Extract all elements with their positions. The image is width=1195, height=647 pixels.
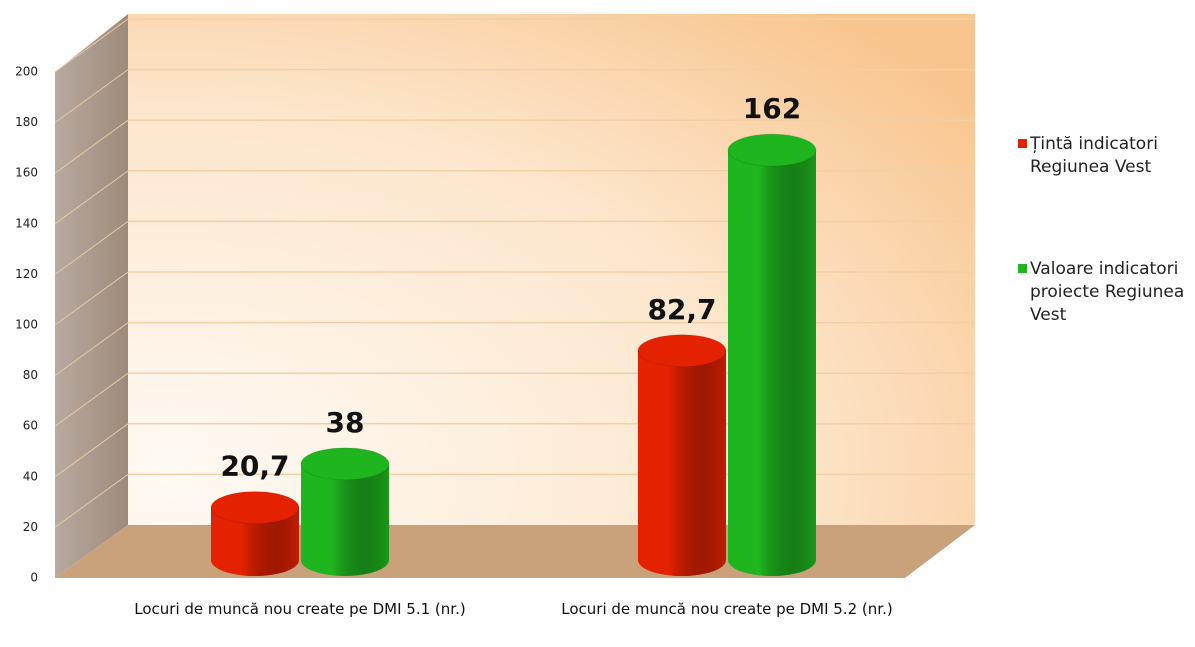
- grid-line: [54, 69, 129, 124]
- legend-swatch: [1018, 264, 1027, 273]
- bar-shade: [301, 463, 389, 576]
- legend-swatch: [1018, 139, 1027, 148]
- grid-line: [54, 473, 129, 528]
- bar-shade: [638, 350, 726, 576]
- data-label: 20,7: [220, 450, 289, 483]
- legend-entry: Țintă indicatori Regiunea Vest: [1018, 133, 1190, 179]
- y-tick-label: 180: [15, 115, 38, 129]
- grid-line: [54, 271, 129, 326]
- side-wall: [55, 14, 128, 578]
- bar-top: [637, 334, 727, 368]
- y-tick-label: 20: [23, 520, 38, 534]
- y-tick-label: 140: [15, 216, 38, 230]
- floor: [55, 525, 975, 578]
- bar-shade: [728, 150, 816, 576]
- y-tick-label: 40: [23, 469, 38, 483]
- y-tick-label: 200: [15, 65, 38, 79]
- data-label: 162: [743, 92, 801, 125]
- legend-entry: Valoare indicatori proiecte Regiunea Ves…: [1018, 258, 1190, 327]
- grid-line: [54, 322, 129, 377]
- bar-top: [727, 133, 817, 167]
- grid-line: [54, 220, 129, 275]
- back-wall: [128, 14, 975, 525]
- data-label: 82,7: [647, 293, 716, 326]
- bar-top: [300, 447, 390, 481]
- grid-line: [54, 170, 129, 225]
- y-tick-label: 0: [30, 571, 38, 585]
- y-tick-label: 80: [23, 368, 38, 382]
- grid-line: [54, 18, 129, 73]
- grid-line: [54, 423, 129, 478]
- data-label: 38: [326, 406, 365, 439]
- grid-line: [54, 119, 129, 174]
- bar-top: [210, 491, 300, 525]
- bar-shade: [211, 507, 299, 576]
- y-tick-label: 160: [15, 166, 38, 180]
- x-tick-label: Locuri de muncă nou create pe DMI 5.2 (n…: [561, 600, 893, 618]
- x-tick-label: Locuri de muncă nou create pe DMI 5.1 (n…: [134, 600, 466, 618]
- y-tick-label: 120: [15, 267, 38, 281]
- grid-line: [54, 372, 129, 427]
- y-tick-label: 100: [15, 318, 38, 332]
- y-tick-label: 60: [23, 419, 38, 433]
